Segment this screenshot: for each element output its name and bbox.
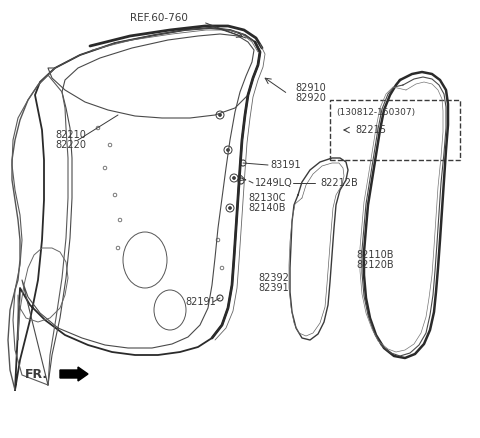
- Text: 82910: 82910: [295, 83, 326, 93]
- Text: (130812-150307): (130812-150307): [336, 107, 415, 117]
- Text: 82920: 82920: [295, 93, 326, 103]
- Text: 82130C: 82130C: [248, 193, 286, 203]
- Circle shape: [238, 178, 244, 184]
- Text: 1249LQ: 1249LQ: [255, 178, 293, 188]
- Circle shape: [108, 143, 112, 147]
- Text: REF.60-760: REF.60-760: [130, 13, 188, 23]
- Circle shape: [240, 160, 246, 166]
- Circle shape: [96, 126, 100, 130]
- Text: 82391: 82391: [258, 283, 289, 293]
- Text: 82120B: 82120B: [356, 260, 394, 270]
- Text: 82392: 82392: [258, 273, 289, 283]
- Circle shape: [116, 246, 120, 250]
- Text: 82215: 82215: [355, 125, 386, 135]
- Text: 82212B: 82212B: [320, 178, 358, 188]
- Circle shape: [216, 238, 220, 242]
- Text: 82210: 82210: [55, 130, 86, 140]
- Circle shape: [232, 177, 236, 180]
- Circle shape: [118, 218, 122, 222]
- Text: FR.: FR.: [25, 367, 48, 381]
- Circle shape: [103, 166, 107, 170]
- Circle shape: [218, 113, 221, 117]
- Polygon shape: [60, 367, 88, 381]
- Text: 82191: 82191: [185, 297, 216, 307]
- Text: 82110B: 82110B: [356, 250, 394, 260]
- Bar: [330, 100, 460, 160]
- Circle shape: [113, 193, 117, 197]
- Text: 83191: 83191: [270, 160, 300, 170]
- Circle shape: [228, 206, 231, 209]
- Circle shape: [217, 295, 223, 301]
- Text: 82140B: 82140B: [248, 203, 286, 213]
- Text: 82220: 82220: [55, 140, 86, 150]
- Circle shape: [220, 266, 224, 270]
- Circle shape: [227, 148, 229, 152]
